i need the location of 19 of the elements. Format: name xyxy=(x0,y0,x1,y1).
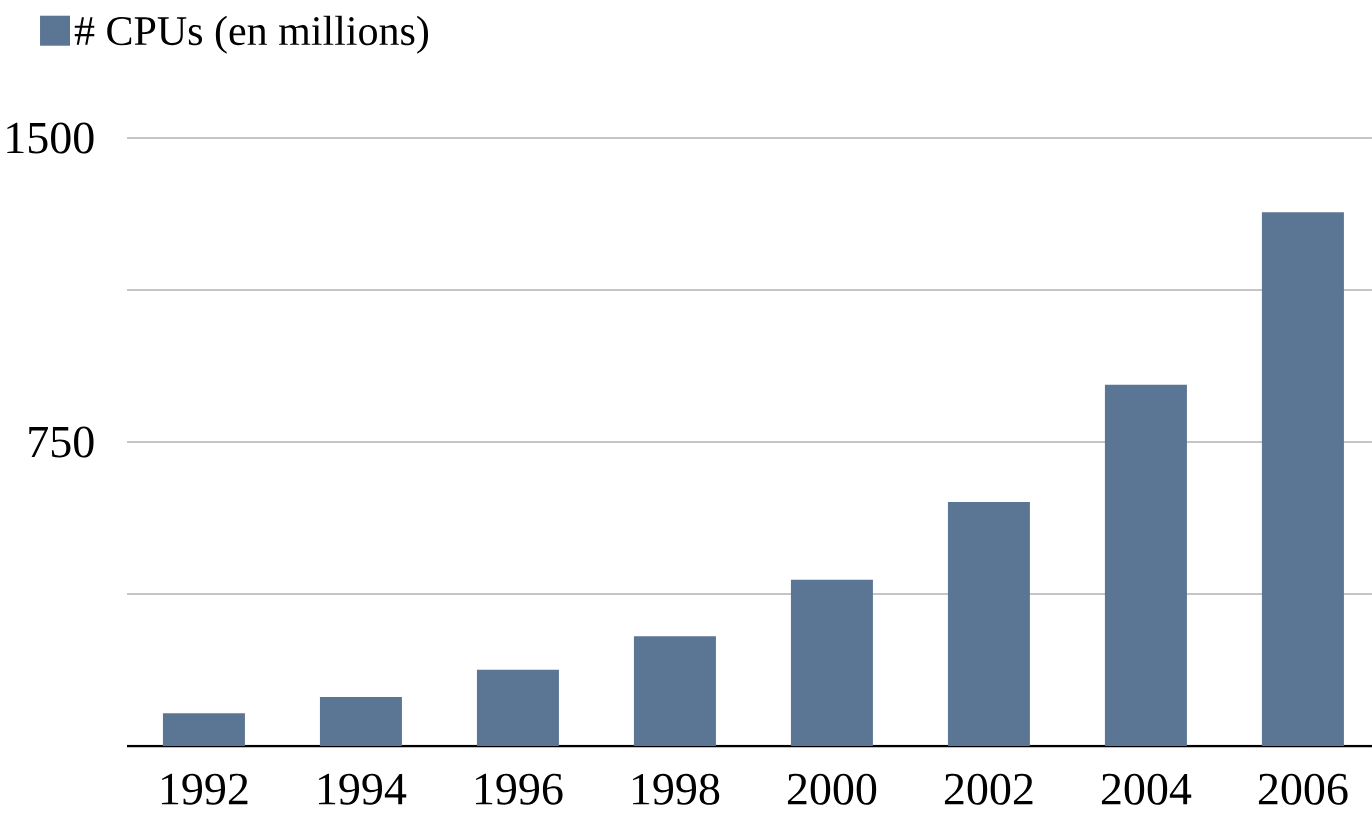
x-tick-label: 2006 xyxy=(1258,773,1348,805)
x-tick-label: 2000 xyxy=(787,773,877,805)
bar xyxy=(1104,384,1187,746)
bar xyxy=(162,713,245,746)
y-tick-label: 750 xyxy=(29,426,94,458)
bar xyxy=(319,696,402,746)
legend-label: # CPUs (en millions) xyxy=(74,15,429,54)
x-tick-label: 1998 xyxy=(632,773,720,805)
x-tick-label: 2002 xyxy=(944,773,1033,805)
bar xyxy=(947,501,1030,746)
x-tick-label: 2004 xyxy=(1101,773,1192,805)
x-tick-label: 1994 xyxy=(318,773,407,805)
bar xyxy=(476,669,559,746)
x-tick-label: 1992 xyxy=(161,773,248,805)
bar xyxy=(633,636,716,746)
bar xyxy=(790,579,873,746)
x-tick-label: 1996 xyxy=(475,773,563,805)
bar xyxy=(1261,212,1344,746)
y-tick-label: 1500 xyxy=(7,122,94,154)
